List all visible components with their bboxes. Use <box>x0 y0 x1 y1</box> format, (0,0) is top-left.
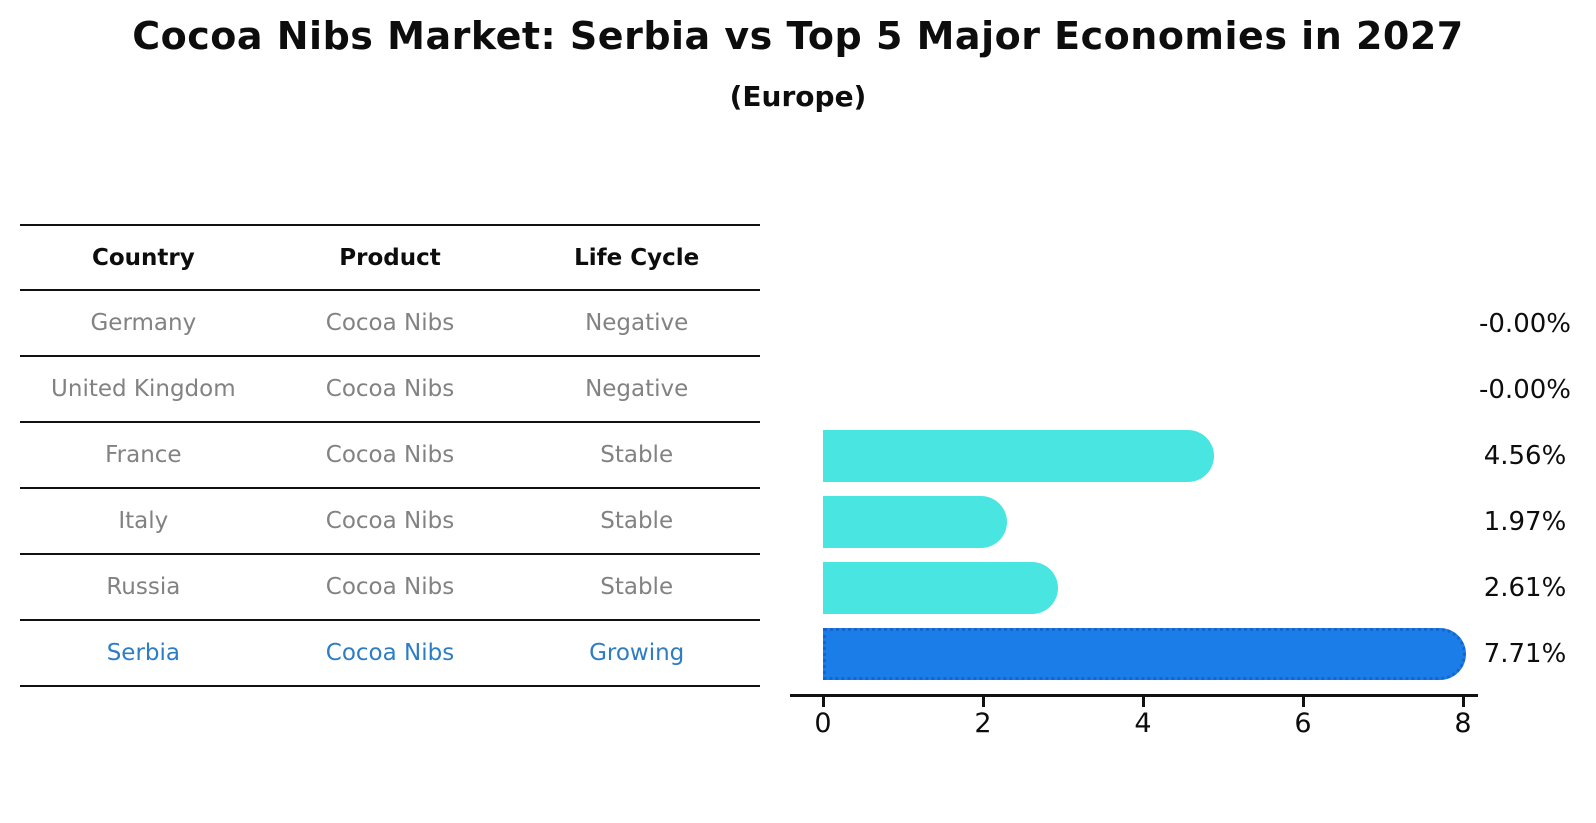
table-row-united-kingdom: United Kingdom Cocoa Nibs Negative <box>20 357 760 423</box>
table-row-russia: Russia Cocoa Nibs Stable <box>20 555 760 621</box>
country-cell: United Kingdom <box>51 376 236 402</box>
table-row-serbia: Serbia Cocoa Nibs Growing <box>20 621 760 687</box>
product-cell: Cocoa Nibs <box>325 640 455 666</box>
x-axis-line <box>790 694 1478 697</box>
country-cell: Serbia <box>106 640 180 666</box>
product-cell: Cocoa Nibs <box>325 442 455 468</box>
bar-france <box>823 430 1214 482</box>
x-axis-tick <box>1462 697 1465 707</box>
table-row-italy: Italy Cocoa Nibs Stable <box>20 489 760 555</box>
value-label-russia: 2.61% <box>1483 573 1567 603</box>
bar-italy <box>823 496 1007 548</box>
x-axis-tick <box>822 697 825 707</box>
bar-chart-area <box>823 291 1483 687</box>
bar-russia <box>823 562 1058 614</box>
value-label-serbia: 7.71% <box>1483 639 1567 669</box>
country-cell: Italy <box>118 508 169 534</box>
life-cycle-cell: Stable <box>600 442 674 468</box>
product-cell: Cocoa Nibs <box>325 574 455 600</box>
x-axis-tick-label: 8 <box>1454 708 1472 739</box>
table-row-france: France Cocoa Nibs Stable <box>20 423 760 489</box>
x-axis-tick <box>982 697 985 707</box>
country-table: Country Product Life Cycle Germany Cocoa… <box>20 224 760 687</box>
value-label-italy: 1.97% <box>1483 507 1567 537</box>
bar-row-russia <box>823 555 1483 621</box>
x-axis-tick-label: 4 <box>1134 708 1152 739</box>
x-axis-tick <box>1302 697 1305 707</box>
value-label-united-kingdom: -0.00% <box>1479 375 1571 405</box>
country-cell: France <box>105 442 182 468</box>
product-cell: Cocoa Nibs <box>325 508 455 534</box>
table-row-germany: Germany Cocoa Nibs Negative <box>20 291 760 357</box>
bar-serbia <box>823 628 1466 680</box>
x-axis-tick-label: 6 <box>1294 708 1312 739</box>
country-cell: Russia <box>106 574 181 600</box>
bar-row-france <box>823 423 1483 489</box>
life-cycle-cell: Negative <box>585 376 689 402</box>
product-cell: Cocoa Nibs <box>325 310 455 336</box>
table-header-product: Product <box>339 244 441 271</box>
table-header-country: Country <box>91 244 195 271</box>
life-cycle-cell: Stable <box>600 508 674 534</box>
value-label-france: 4.56% <box>1483 441 1567 471</box>
table-header-life-cycle: Life Cycle <box>574 244 700 271</box>
bar-row-italy <box>823 489 1483 555</box>
chart-subtitle: (Europe) <box>729 80 867 113</box>
product-cell: Cocoa Nibs <box>325 376 455 402</box>
bar-row-germany <box>823 291 1483 357</box>
value-label-column: -0.00% -0.00% 4.56% 1.97% 2.61% 7.71% <box>1455 291 1595 687</box>
x-axis-tick <box>1142 697 1145 707</box>
life-cycle-cell: Negative <box>585 310 689 336</box>
value-label-germany: -0.00% <box>1479 309 1571 339</box>
life-cycle-cell: Growing <box>589 640 685 666</box>
x-axis-tick-label: 0 <box>814 708 832 739</box>
x-axis-tick-label: 2 <box>974 708 992 739</box>
country-cell: Germany <box>90 310 197 336</box>
chart-title: Cocoa Nibs Market: Serbia vs Top 5 Major… <box>132 14 1464 58</box>
bar-row-serbia <box>823 621 1483 687</box>
table-header-row: Country Product Life Cycle <box>20 224 760 291</box>
life-cycle-cell: Stable <box>600 574 674 600</box>
bar-row-united-kingdom <box>823 357 1483 423</box>
